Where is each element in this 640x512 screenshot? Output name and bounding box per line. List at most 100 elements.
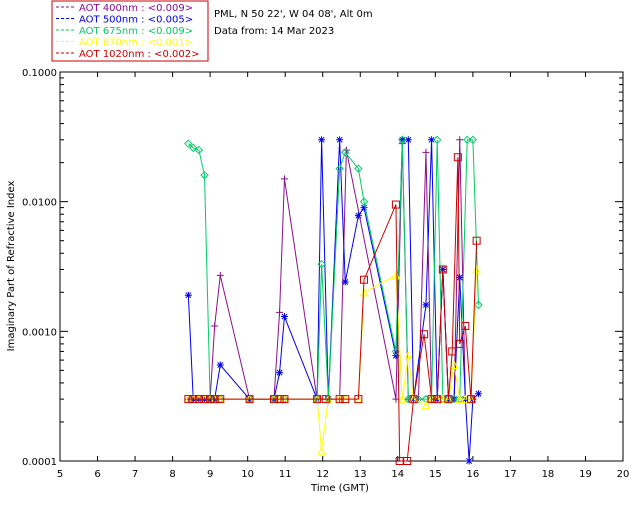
data-point <box>354 164 363 173</box>
data-point <box>456 274 464 282</box>
data-point <box>391 270 401 280</box>
data-point <box>403 350 413 360</box>
date-info: Data from: 14 Mar 2023 <box>214 26 334 37</box>
x-tick-label: 17 <box>504 469 517 480</box>
data-point <box>433 135 442 145</box>
data-point <box>403 457 412 465</box>
x-tick-label: 10 <box>241 469 254 480</box>
x-tick-label: 11 <box>279 469 292 480</box>
y-tick-label: 0.0001 <box>22 457 57 468</box>
data-point <box>456 136 464 144</box>
data-point <box>422 301 430 309</box>
data-point <box>317 259 326 269</box>
data-point <box>184 395 193 404</box>
data-point <box>438 265 447 274</box>
x-tick-label: 5 <box>57 469 63 480</box>
data-point <box>359 287 369 297</box>
legend-label: AOT 870nm : <0.001> <box>79 38 193 49</box>
data-point <box>474 300 483 310</box>
data-point <box>210 395 219 404</box>
data-point <box>414 394 423 404</box>
data-point <box>453 153 462 162</box>
data-point <box>448 347 457 356</box>
legend-label: AOT 1020nm : <0.002> <box>79 49 199 60</box>
data-point <box>472 264 481 274</box>
data-point <box>428 136 436 144</box>
data-point <box>360 275 369 284</box>
data-point <box>216 361 224 369</box>
data-point <box>468 135 478 145</box>
data-point <box>189 395 198 404</box>
data-point <box>465 457 473 465</box>
data-point <box>280 313 288 321</box>
data-point <box>275 395 284 404</box>
data-point <box>354 395 363 404</box>
data-point <box>341 395 350 404</box>
data-point <box>455 394 465 404</box>
data-point <box>354 212 362 220</box>
y-tick-label: 0.1000 <box>22 68 57 79</box>
legend-box <box>51 0 209 62</box>
data-point <box>433 395 442 404</box>
data-point <box>474 390 482 398</box>
x-tick-label: 19 <box>579 469 592 480</box>
x-tick-label: 14 <box>391 469 404 480</box>
x-tick-label: 8 <box>169 469 175 480</box>
data-point <box>245 395 254 404</box>
data-point <box>276 308 284 316</box>
x-tick-label: 18 <box>542 469 555 480</box>
data-point <box>335 164 344 173</box>
x-axis-title: Time (GMT) <box>310 483 369 494</box>
data-point <box>449 360 459 369</box>
data-point <box>360 204 368 212</box>
series-line <box>188 157 478 462</box>
data-point <box>404 136 412 144</box>
data-point <box>216 395 225 404</box>
series-5 <box>184 153 481 465</box>
axis-ticks: 5 6 7 8 9 10 11 12 13 14 15 16 17 18 19 20 0.0001 0.0010 0… <box>22 68 629 480</box>
data-point <box>336 136 344 144</box>
data-point <box>184 139 193 148</box>
data-point <box>211 322 219 330</box>
y-axis-title: Imaginary Part of Refractive Index <box>6 181 17 352</box>
data-point <box>321 395 330 404</box>
series-3 <box>184 135 483 404</box>
data-point <box>421 400 431 410</box>
x-tick-label: 12 <box>316 469 329 480</box>
data-point <box>422 148 430 156</box>
legend-label: AOT 400nm : <0.009> <box>79 3 193 14</box>
data-point <box>420 330 429 339</box>
data-point <box>206 395 215 404</box>
data-point <box>194 395 203 404</box>
data-point <box>427 395 436 404</box>
data-point <box>200 170 209 180</box>
plot-area <box>59 71 624 462</box>
data-point <box>466 395 475 404</box>
data-point <box>341 148 350 157</box>
data-point <box>335 395 344 404</box>
data-point <box>313 395 322 404</box>
data-point <box>184 291 192 299</box>
data-point <box>397 394 407 404</box>
y-tick-label: 0.0010 <box>22 327 57 338</box>
data-point <box>280 175 288 183</box>
x-tick-label: 7 <box>132 469 138 480</box>
data-point <box>189 143 198 153</box>
data-point <box>461 321 470 330</box>
legend-label: AOT 675nm : <0.009> <box>79 26 193 37</box>
x-tick-label: 16 <box>466 469 479 480</box>
data-point <box>200 395 209 404</box>
data-point <box>463 135 472 145</box>
data-point <box>404 394 413 404</box>
data-point <box>276 369 284 377</box>
data-point <box>444 395 453 404</box>
x-tick-label: 13 <box>354 469 367 480</box>
data-point <box>455 339 464 348</box>
data-point <box>194 145 204 155</box>
data-point <box>359 197 369 206</box>
x-tick-label: 9 <box>207 469 213 480</box>
data-point <box>216 271 224 279</box>
data-point <box>341 278 349 286</box>
x-tick-label: 15 <box>429 469 442 480</box>
